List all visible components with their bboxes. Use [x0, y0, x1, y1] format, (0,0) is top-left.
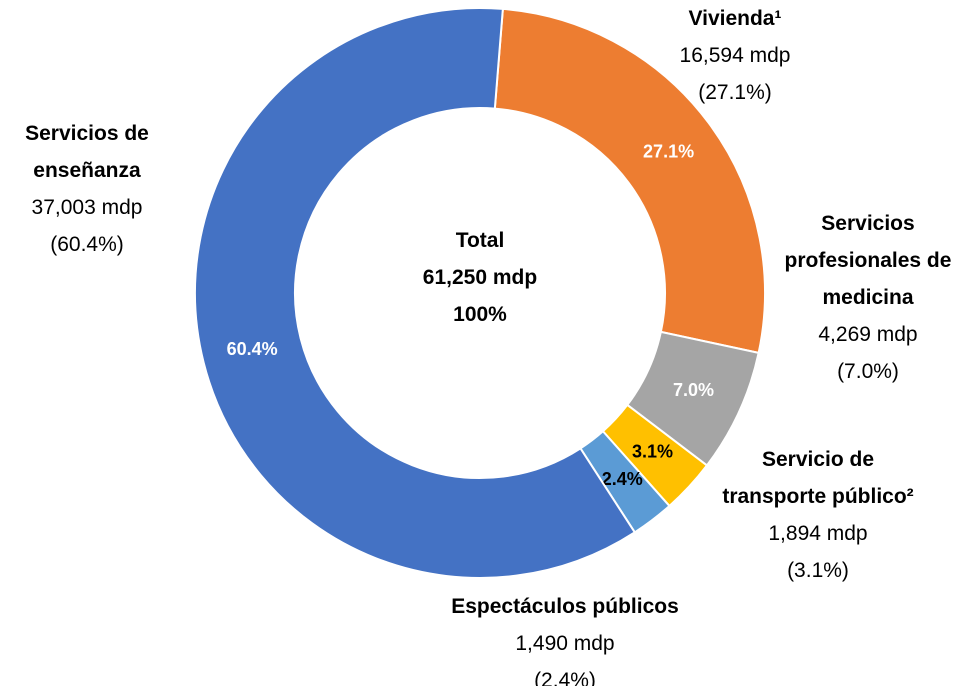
segment-label: 60.4% [227, 339, 278, 359]
percentage-label: (2.4%) [534, 669, 596, 686]
percentage-label: (3.1%) [787, 559, 849, 582]
center-label-line: 100% [453, 303, 507, 326]
value-label: 37,003 mdp [31, 196, 143, 219]
category-name: Vivienda¹ [688, 7, 782, 30]
value-label: 1,490 mdp [515, 632, 615, 655]
category-name: Servicio de transporte público² [722, 448, 914, 508]
category-label: Espectáculos públicos 1,490 mdp (2.4%) [405, 588, 725, 686]
center-label-line: 61,250 mdp [422, 266, 538, 289]
center-label-line: Total [455, 229, 505, 252]
category-label: Servicios profesionales de medicina 4,269… [766, 205, 965, 390]
category-label: Vivienda¹ 16,594 mdp (27.1%) [635, 0, 835, 111]
center-label: Total 61,250 mdp 100% [330, 222, 630, 333]
percentage-label: (7.0%) [837, 360, 899, 383]
segment-label: 7.0% [673, 380, 714, 400]
value-label: 4,269 mdp [818, 323, 918, 346]
category-label: Servicio de transporte público² 1,894 mdp… [708, 441, 928, 589]
category-name: Servicios de enseñanza [25, 122, 149, 182]
percentage-label: (60.4%) [50, 233, 124, 256]
value-label: 16,594 mdp [679, 44, 791, 67]
percentage-label: (27.1%) [698, 81, 772, 104]
category-name: Servicios profesionales de medicina [784, 212, 952, 309]
value-label: 1,894 mdp [768, 522, 868, 545]
donut-segment [194, 7, 637, 579]
segment-label: 27.1% [643, 142, 694, 162]
segment-label: 2.4% [602, 469, 643, 489]
segment-label: 3.1% [632, 441, 673, 461]
category-name: Espectáculos públicos [451, 595, 679, 618]
category-label: Servicios de enseñanza 37,003 mdp (60.4%) [2, 115, 172, 263]
donut-segment [493, 7, 766, 355]
